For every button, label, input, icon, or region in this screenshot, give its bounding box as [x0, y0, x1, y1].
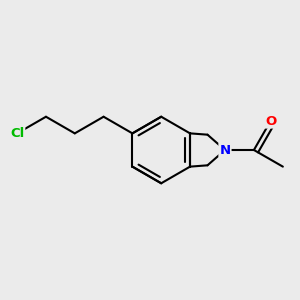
Text: Cl: Cl [10, 127, 24, 140]
Text: N: N [219, 143, 230, 157]
Text: O: O [265, 115, 276, 128]
